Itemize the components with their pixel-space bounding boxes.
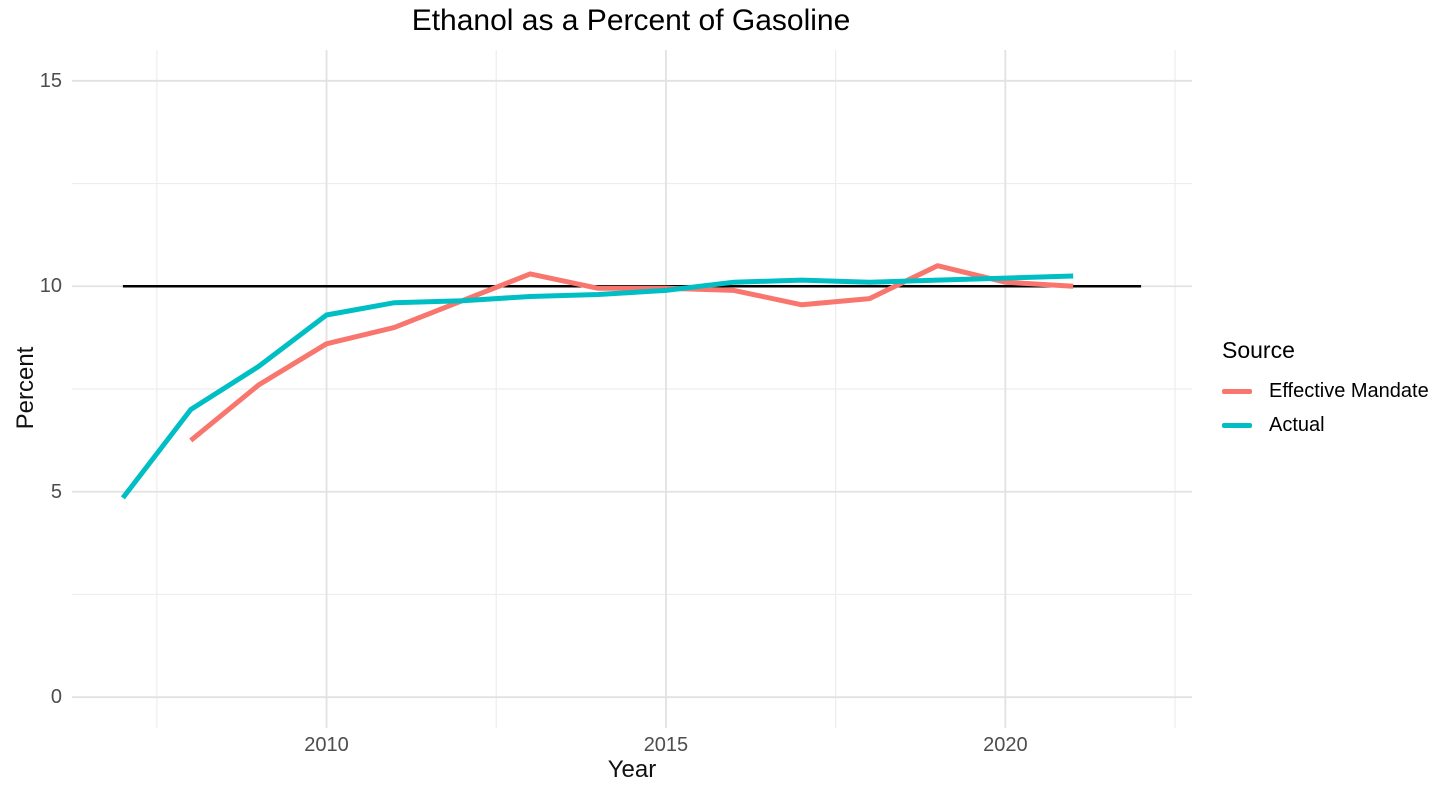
y-tick-label: 10 xyxy=(39,275,62,298)
legend-item-effective-mandate: Effective Mandate xyxy=(1222,378,1429,404)
series-line-actual xyxy=(120,273,1074,500)
legend-key-effective-mandate-icon xyxy=(1222,388,1252,394)
y-tick-label: 0 xyxy=(50,686,62,709)
x-tick-label: 2020 xyxy=(983,734,1028,756)
x-axis-title: Year xyxy=(607,756,657,783)
legend-key-actual-icon xyxy=(1222,422,1252,428)
chart-title: Ethanol as a Percent of Gasoline xyxy=(411,4,851,37)
legend-item-actual: Actual xyxy=(1222,412,1429,438)
legend-item-label: Effective Mandate xyxy=(1269,379,1429,402)
y-axis-title: Percent xyxy=(12,346,39,430)
x-tick-label: 2015 xyxy=(643,734,689,756)
legend: Source Effective Mandate Actual xyxy=(1222,336,1429,446)
legend-item-label: Actual xyxy=(1269,413,1325,436)
y-tick-label: 15 xyxy=(39,69,62,92)
x-tick-label: 2010 xyxy=(304,734,349,756)
series-line-effective-mandate xyxy=(189,263,1074,443)
legend-title: Source xyxy=(1222,337,1295,363)
y-tick-label: 5 xyxy=(50,480,62,503)
